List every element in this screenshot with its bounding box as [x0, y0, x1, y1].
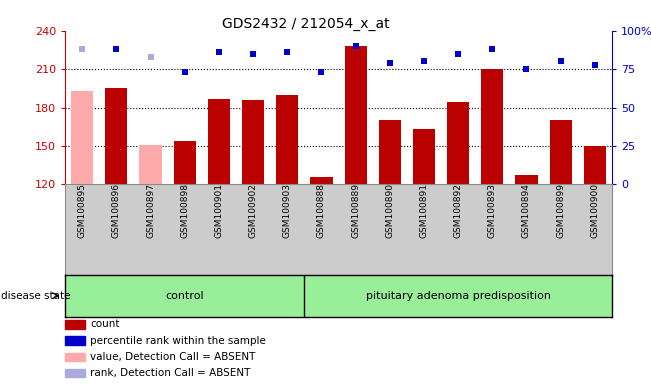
Bar — [71, 91, 93, 184]
Bar — [447, 103, 469, 184]
Text: percentile rank within the sample: percentile rank within the sample — [90, 336, 266, 346]
Bar — [549, 120, 572, 184]
Bar — [174, 141, 196, 184]
Bar — [208, 99, 230, 184]
Text: rank, Detection Call = ABSENT: rank, Detection Call = ABSENT — [90, 368, 251, 378]
Text: value, Detection Call = ABSENT: value, Detection Call = ABSENT — [90, 352, 256, 362]
Text: disease state: disease state — [1, 291, 70, 301]
Bar — [516, 175, 538, 184]
Text: GDS2432 / 212054_x_at: GDS2432 / 212054_x_at — [222, 17, 390, 31]
Bar — [344, 46, 367, 184]
Bar — [242, 100, 264, 184]
Text: control: control — [165, 291, 204, 301]
Text: count: count — [90, 319, 120, 329]
Bar — [311, 177, 333, 184]
Bar — [379, 120, 401, 184]
Bar — [584, 146, 606, 184]
Bar — [105, 88, 128, 184]
Bar — [139, 145, 161, 184]
Text: pituitary adenoma predisposition: pituitary adenoma predisposition — [366, 291, 551, 301]
Bar — [481, 69, 503, 184]
Bar — [276, 95, 298, 184]
Bar — [413, 129, 435, 184]
